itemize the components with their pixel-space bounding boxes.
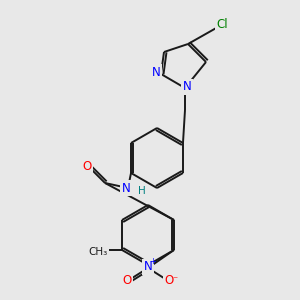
Text: Cl: Cl (216, 17, 228, 31)
Text: N: N (122, 182, 130, 194)
Text: O: O (164, 274, 174, 287)
Text: N: N (183, 80, 191, 94)
Text: ⁻: ⁻ (172, 275, 178, 285)
Text: N: N (144, 260, 152, 274)
Text: +: + (150, 257, 156, 266)
Text: H: H (138, 186, 146, 196)
Text: O: O (122, 274, 132, 287)
Text: CH₃: CH₃ (88, 247, 108, 257)
Text: O: O (82, 160, 91, 172)
Text: N: N (152, 65, 160, 79)
